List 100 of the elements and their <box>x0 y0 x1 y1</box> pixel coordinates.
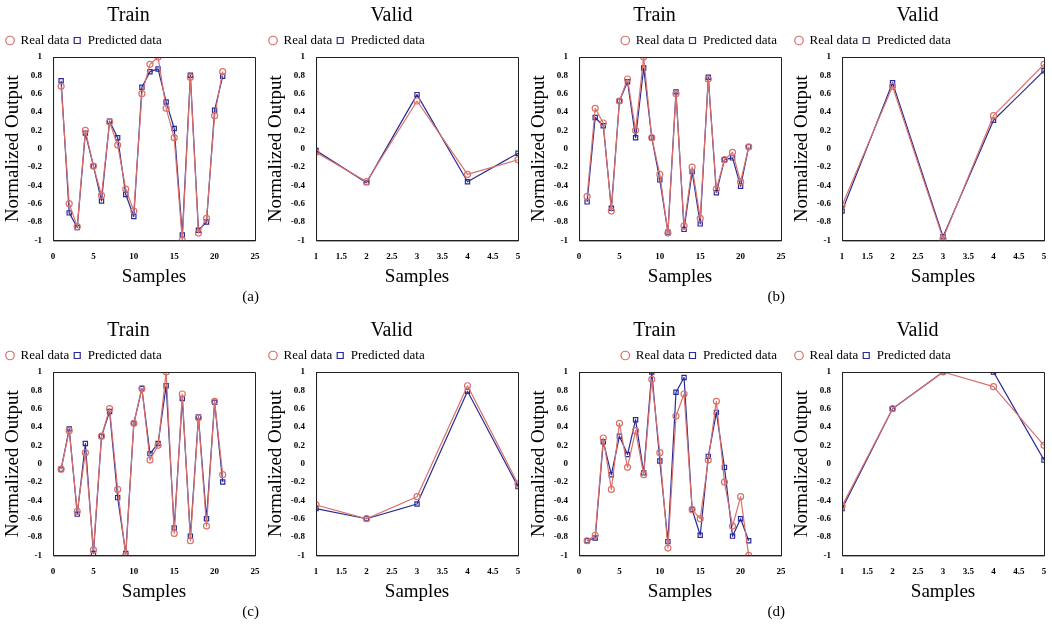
legend-label: Real data <box>635 346 685 362</box>
legend-label: Real data <box>809 346 859 362</box>
text: (b) <box>766 288 786 305</box>
x-tick-label: 2.5 <box>386 251 398 262</box>
y-tick-label: 0 <box>563 143 569 154</box>
x-tick-label: 1 <box>839 566 845 577</box>
y-tick-label: -1 <box>297 234 306 245</box>
y-tick-label: 0.6 <box>293 88 306 99</box>
x-tick-label: 5 <box>617 566 623 577</box>
x-tick-label: 2 <box>890 566 896 577</box>
y-tick-label: 0 <box>37 458 43 469</box>
legend-label: Real data <box>809 31 859 47</box>
y-tick-label: -0.6 <box>27 198 43 209</box>
y-tick-label: 0 <box>300 143 306 154</box>
y-tick-label: 0.4 <box>30 106 43 117</box>
y-tick-label: -0.2 <box>816 161 832 172</box>
y-tick-label: -1 <box>560 234 569 245</box>
y-tick-label: 0.8 <box>30 69 43 80</box>
point <box>672 412 680 420</box>
y-tick-label: -0.6 <box>816 198 832 209</box>
y-tick-label: 0.4 <box>293 421 306 432</box>
y-tick-label: 0.6 <box>819 88 832 99</box>
x-tick-label: 4 <box>991 251 997 262</box>
text: (d) <box>766 603 786 620</box>
y-tick-label: -0.2 <box>290 161 306 172</box>
y-tick-label: -0.6 <box>290 198 306 209</box>
point <box>414 501 420 507</box>
point <box>712 397 720 405</box>
y-tick-label: 0.8 <box>293 69 306 80</box>
point <box>591 531 599 539</box>
point <box>147 68 153 75</box>
text: (a) <box>241 288 260 305</box>
y-tick-label: -0.4 <box>27 179 43 190</box>
x-tick-label: 2 <box>364 566 370 577</box>
x-tick-label: 20 <box>736 566 746 577</box>
point <box>413 97 421 105</box>
x-tick-label: 1.5 <box>861 566 874 577</box>
x-tick-label: 15 <box>169 251 180 262</box>
point <box>673 389 679 395</box>
chart-title: Valid <box>896 3 939 26</box>
y-tick-label: -0.8 <box>553 216 569 227</box>
x-tick-label: 5 <box>1041 566 1047 577</box>
y-tick-label: -0.4 <box>553 494 569 505</box>
y-tick-label: -0.4 <box>290 494 306 505</box>
point <box>178 390 186 398</box>
y-tick-label: -0.6 <box>816 513 832 524</box>
point <box>219 479 226 485</box>
y-axis-title: Normalized Output <box>264 74 286 223</box>
x-tick-label: 3 <box>414 566 420 577</box>
y-tick-label: -1 <box>823 234 832 245</box>
y-tick-label: 0.6 <box>819 403 832 414</box>
x-tick-label: 2.5 <box>912 566 924 577</box>
point <box>163 99 169 105</box>
y-tick-label: 0 <box>826 458 832 469</box>
x-tick-label: 1.5 <box>861 251 874 262</box>
x-tick-label: 0 <box>50 251 56 262</box>
legend-label: Real data <box>635 31 685 47</box>
point <box>122 185 130 193</box>
x-tick-label: 5 <box>91 566 97 577</box>
y-tick-label: -0.4 <box>27 494 43 505</box>
point <box>114 485 122 493</box>
y-tick-label: 0 <box>300 458 306 469</box>
point <box>728 522 737 530</box>
point <box>681 374 687 381</box>
y-tick-label: 0.8 <box>819 69 832 80</box>
y-tick-label: -0.2 <box>816 476 832 487</box>
y-tick-label: -0.6 <box>553 513 569 524</box>
point <box>656 170 664 178</box>
chart-title: Valid <box>370 3 413 26</box>
y-tick-label: -0.8 <box>816 531 832 542</box>
point <box>170 529 178 537</box>
point <box>58 78 64 84</box>
point <box>697 532 703 538</box>
x-tick-label: 25 <box>776 251 786 262</box>
y-tick-label: -0.8 <box>290 216 306 227</box>
y-tick-label: 1 <box>37 51 43 62</box>
x-tick-label: 3.5 <box>962 251 975 262</box>
x-tick-label: 10 <box>655 566 665 577</box>
x-tick-label: 10 <box>129 566 139 577</box>
x-tick-label: 1 <box>839 251 845 262</box>
y-axis-title: Normalized Output <box>1 389 23 538</box>
legend-label: Real data <box>20 31 70 47</box>
x-tick-label: 0 <box>50 566 56 577</box>
y-tick-label: 0.2 <box>293 439 306 450</box>
legend-label: Predicted data <box>350 31 425 47</box>
y-tick-label: -0.8 <box>290 531 306 542</box>
point <box>888 82 897 90</box>
chart-title: Valid <box>896 318 939 341</box>
x-tick-label: 3 <box>940 566 946 577</box>
x-tick-label: 2.5 <box>386 566 398 577</box>
x-axis-title: Samples <box>384 579 450 601</box>
point <box>729 533 736 539</box>
x-tick-label: 2 <box>364 251 370 262</box>
text: (c) <box>241 603 260 620</box>
y-tick-label: 1 <box>826 366 832 377</box>
chart-title: Train <box>633 318 676 341</box>
y-tick-label: -1 <box>34 549 43 560</box>
x-tick-label: 5 <box>91 251 97 262</box>
y-tick-label: 0 <box>826 143 832 154</box>
y-tick-label: 0.4 <box>819 106 832 117</box>
